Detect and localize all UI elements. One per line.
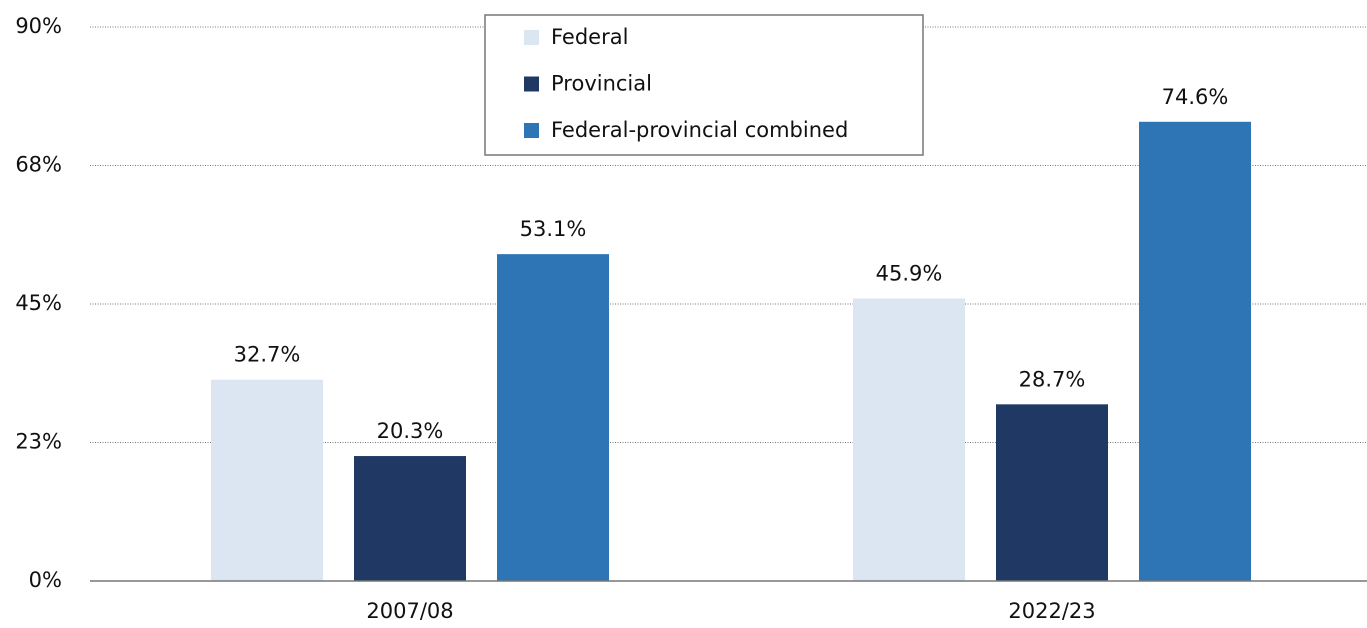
legend-swatch: [524, 76, 539, 92]
legend-label: Federal: [551, 25, 628, 49]
data-label: 53.1%: [520, 217, 587, 241]
data-label: 74.6%: [1162, 85, 1229, 109]
legend-label: Federal-provincial combined: [551, 118, 848, 142]
y-tick-label: 45%: [15, 291, 62, 315]
legend-swatch: [524, 123, 539, 138]
bar: [497, 254, 609, 581]
y-tick-label: 23%: [15, 430, 62, 454]
bar: [1139, 121, 1251, 581]
bar: [996, 404, 1108, 581]
legend-swatch: [524, 30, 539, 45]
data-label: 28.7%: [1019, 367, 1086, 391]
bar: [853, 298, 965, 581]
y-tick-label: 68%: [15, 153, 62, 177]
x-tick-label: 2007/08: [366, 599, 453, 623]
data-label: 45.9%: [876, 261, 943, 285]
y-tick-label: 90%: [15, 14, 62, 38]
data-label: 32.7%: [234, 343, 301, 367]
x-tick-label: 2022/23: [1008, 599, 1095, 623]
legend-label: Provincial: [551, 72, 652, 96]
legend-box: [484, 14, 924, 156]
bar: [354, 456, 466, 581]
data-label: 20.3%: [377, 419, 444, 443]
bar: [211, 379, 323, 581]
y-tick-label: 0%: [29, 568, 62, 592]
